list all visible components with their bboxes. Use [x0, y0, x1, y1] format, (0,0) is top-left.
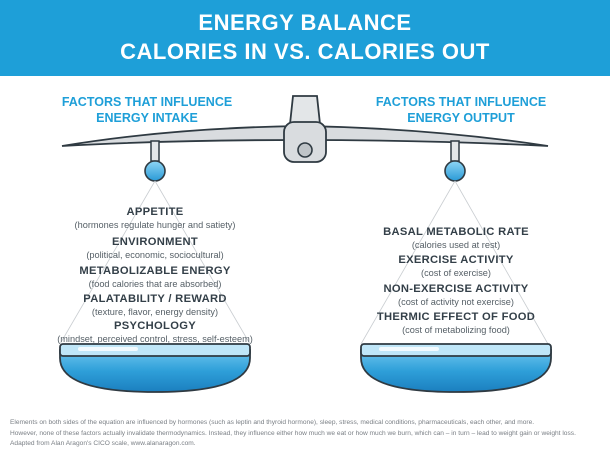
intake-factor-metabolizable-energy: METABOLIZABLE ENERGY (food calories that… [35, 265, 275, 290]
factor-name: THERMIC EFFECT OF FOOD [376, 311, 536, 323]
scale-pivot-stem [288, 95, 322, 125]
factor-desc: (texture, flavor, energy density) [91, 307, 219, 317]
left-pan [59, 349, 251, 393]
factor-desc: (mindset, perceived control, stress, sel… [57, 334, 253, 344]
output-heading-line2: ENERGY OUTPUT [407, 111, 515, 125]
output-heading: FACTORS THAT INFLUENCE ENERGY OUTPUT [361, 94, 561, 126]
scale-pivot-body [283, 121, 327, 163]
intake-factor-psychology: PSYCHOLOGY (mindset, perceived control, … [35, 320, 275, 345]
title-line-2: CALORIES IN VS. CALORIES OUT [120, 39, 490, 64]
footnote-line-2: However, none of these factors actually … [10, 429, 576, 437]
factor-desc: (hormones regulate hunger and satiety) [74, 220, 236, 230]
output-factor-exercise: EXERCISE ACTIVITY (cost of exercise) [336, 254, 576, 279]
intake-heading: FACTORS THAT INFLUENCE ENERGY INTAKE [47, 94, 247, 126]
left-hanger-knob [144, 160, 166, 182]
intake-factor-appetite: APPETITE (hormones regulate hunger and s… [35, 206, 275, 231]
output-factor-neat: NON-EXERCISE ACTIVITY (cost of activity … [336, 283, 576, 308]
intake-heading-line1: FACTORS THAT INFLUENCE [61, 95, 233, 109]
factor-desc: (food calories that are absorbed) [88, 279, 222, 289]
output-factor-bmr: BASAL METABOLIC RATE (calories used at r… [336, 226, 576, 251]
factor-name: APPETITE [126, 206, 184, 218]
footnote-line-3: Adapted from Alan Aragon's CICO scale, w… [10, 440, 196, 447]
factor-name: METABOLIZABLE ENERGY [79, 265, 231, 277]
footnote-line-1: Elements on both sides of the equation a… [10, 419, 535, 426]
right-hanger-knob [444, 160, 466, 182]
output-heading-line1: FACTORS THAT INFLUENCE [375, 95, 547, 109]
intake-factor-environment: ENVIRONMENT (political, economic, socioc… [35, 236, 275, 261]
footnote: Elements on both sides of the equation a… [10, 418, 600, 450]
output-factor-tef: THERMIC EFFECT OF FOOD (cost of metaboli… [336, 311, 576, 336]
factor-desc: (cost of metabolizing food) [402, 325, 510, 335]
right-pan [360, 349, 552, 393]
factor-desc: (calories used at rest) [411, 240, 501, 250]
right-hanger-rod [450, 140, 460, 162]
factor-desc: (cost of exercise) [421, 268, 491, 278]
factor-name: BASAL METABOLIC RATE [383, 226, 529, 238]
factor-name: NON-EXERCISE ACTIVITY [383, 283, 529, 295]
factor-name: PALATABILITY / REWARD [83, 293, 227, 305]
factor-desc: (cost of activity not exercise) [398, 297, 514, 307]
intake-factor-palatability: PALATABILITY / REWARD (texture, flavor, … [35, 293, 275, 318]
intake-heading-line2: ENERGY INTAKE [96, 111, 198, 125]
scale-pivot-bolt [297, 142, 313, 158]
factor-desc: (political, economic, sociocultural) [86, 250, 224, 260]
factor-name: ENVIRONMENT [112, 236, 198, 248]
factor-name: EXERCISE ACTIVITY [398, 254, 514, 266]
factor-name: PSYCHOLOGY [114, 320, 196, 332]
title-line-1: ENERGY BALANCE [198, 10, 412, 35]
left-hanger-rod [150, 140, 160, 162]
header-banner: ENERGY BALANCE CALORIES IN VS. CALORIES … [0, 0, 610, 76]
